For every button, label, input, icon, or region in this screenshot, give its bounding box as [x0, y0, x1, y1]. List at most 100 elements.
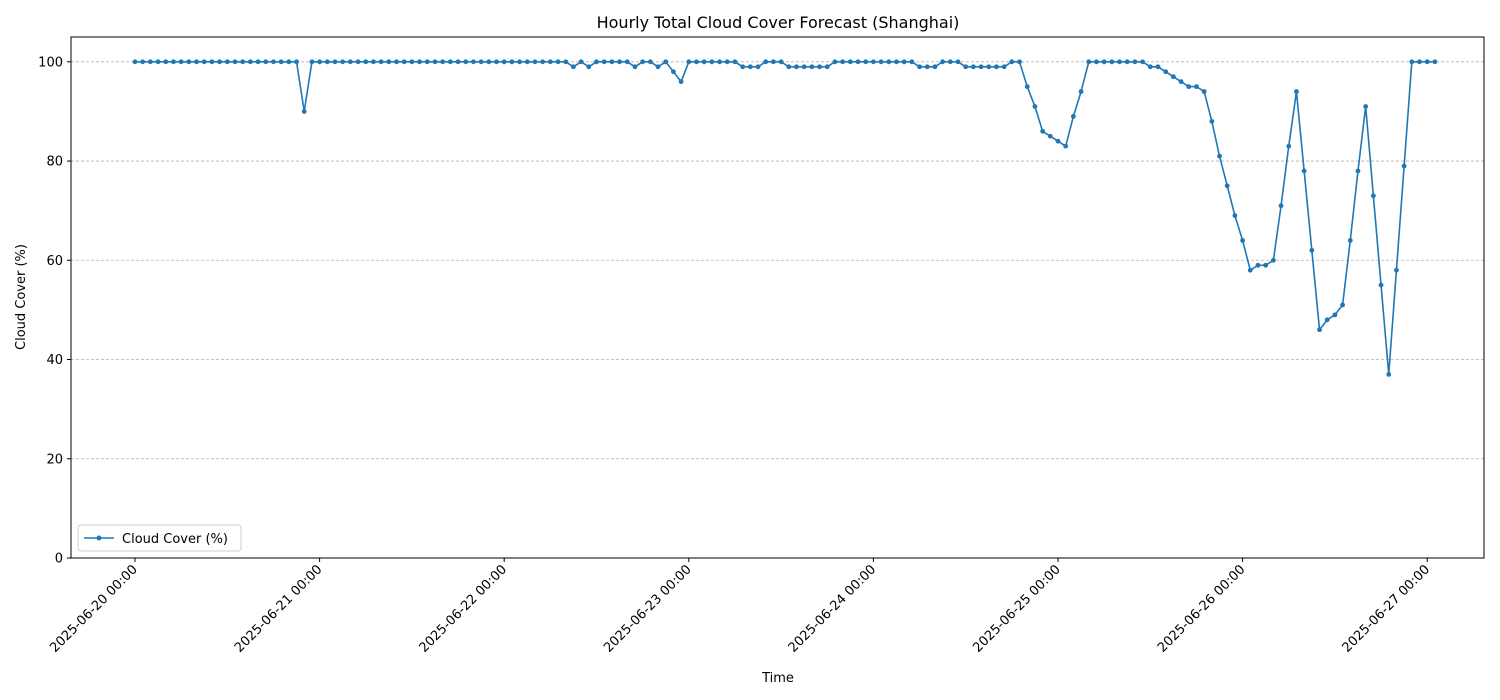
data-point: [994, 64, 999, 70]
data-point: [163, 59, 169, 65]
y-tick-label: 20: [46, 452, 63, 467]
data-point: [1017, 59, 1022, 65]
data-point: [717, 59, 722, 65]
data-point: [894, 59, 899, 65]
data-point: [1409, 59, 1415, 65]
data-point: [332, 59, 338, 65]
data-point: [1386, 372, 1392, 377]
y-axis-label: Cloud Cover (%): [14, 244, 29, 350]
data-point: [724, 59, 730, 65]
data-point: [1401, 163, 1407, 169]
data-point: [501, 59, 507, 65]
data-point: [1347, 238, 1353, 243]
data-point: [671, 69, 676, 75]
data-point: [801, 64, 807, 70]
data-point: [1378, 282, 1384, 288]
data-point: [471, 59, 476, 65]
data-point: [1178, 79, 1184, 85]
data-point: [255, 59, 261, 65]
data-point: [686, 59, 692, 65]
data-point: [978, 64, 984, 70]
x-tick-label: 2025-06-26 00:00: [1155, 562, 1248, 655]
data-point: [301, 109, 307, 114]
data-point: [555, 59, 561, 65]
data-point: [1370, 193, 1376, 199]
data-point: [1055, 138, 1061, 144]
data-point: [478, 59, 484, 65]
data-point: [763, 59, 769, 65]
data-point: [1155, 64, 1161, 70]
data-point: [432, 59, 438, 65]
data-point: [340, 59, 346, 65]
data-point: [417, 59, 422, 65]
data-point: [540, 59, 546, 65]
chart-title: Hourly Total Cloud Cover Forecast (Shang…: [597, 13, 960, 32]
data-point: [747, 64, 753, 70]
data-point: [1009, 59, 1015, 65]
data-point: [617, 59, 622, 65]
data-point: [1147, 64, 1153, 70]
data-point: [955, 59, 961, 65]
data-point: [594, 59, 599, 65]
x-tick-label: 2025-06-27 00:00: [1340, 562, 1433, 655]
data-point: [209, 59, 215, 65]
data-point: [324, 59, 330, 65]
data-point: [347, 59, 353, 65]
data-point: [947, 59, 953, 65]
data-point: [771, 59, 776, 65]
data-point: [832, 59, 838, 65]
data-point: [571, 64, 576, 70]
x-tick-label: 2025-06-22 00:00: [417, 562, 510, 655]
data-point: [817, 64, 822, 70]
data-point: [586, 64, 592, 70]
y-tick-label: 60: [46, 254, 63, 269]
data-point: [509, 59, 515, 65]
data-point: [917, 64, 922, 70]
data-point: [371, 59, 376, 65]
data-point: [647, 59, 653, 65]
data-point: [424, 59, 430, 65]
data-point: [1040, 128, 1046, 134]
data-point: [886, 59, 892, 65]
data-point: [878, 59, 884, 65]
y-tick-label: 40: [46, 353, 63, 368]
data-point: [1140, 59, 1146, 65]
data-point: [524, 59, 530, 65]
data-point: [755, 64, 761, 70]
data-point: [1201, 89, 1207, 94]
data-point: [778, 59, 784, 65]
data-point: [732, 59, 738, 65]
legend-box: [77, 524, 242, 552]
data-point: [655, 64, 661, 70]
data-point: [263, 59, 269, 65]
data-point: [1117, 59, 1122, 65]
data-point: [694, 59, 699, 65]
data-point: [186, 59, 192, 65]
data-point: [1186, 84, 1192, 90]
data-point: [201, 59, 207, 65]
data-point: [1317, 327, 1322, 333]
data-point: [1132, 59, 1138, 65]
data-point: [609, 59, 615, 65]
data-point: [847, 59, 853, 65]
data-point: [1286, 143, 1292, 149]
data-point: [286, 59, 292, 65]
data-point: [1163, 69, 1169, 75]
data-point: [147, 59, 153, 65]
series-cloud-cover: [132, 59, 1438, 377]
data-point: [578, 59, 584, 65]
data-point: [394, 59, 399, 65]
legend-label: Cloud Cover (%): [122, 532, 228, 547]
data-point: [1417, 59, 1422, 65]
data-point: [1101, 59, 1107, 65]
data-point: [624, 59, 630, 65]
data-point: [1070, 113, 1076, 119]
data-point: [1363, 104, 1369, 109]
data-point: [909, 59, 915, 65]
data-point: [794, 64, 799, 70]
data-point: [871, 59, 876, 65]
data-point: [963, 64, 969, 70]
data-point: [1217, 153, 1222, 159]
data-point: [640, 59, 646, 65]
y-axis-ticks: 0 20 40 60 80 100: [38, 55, 71, 567]
